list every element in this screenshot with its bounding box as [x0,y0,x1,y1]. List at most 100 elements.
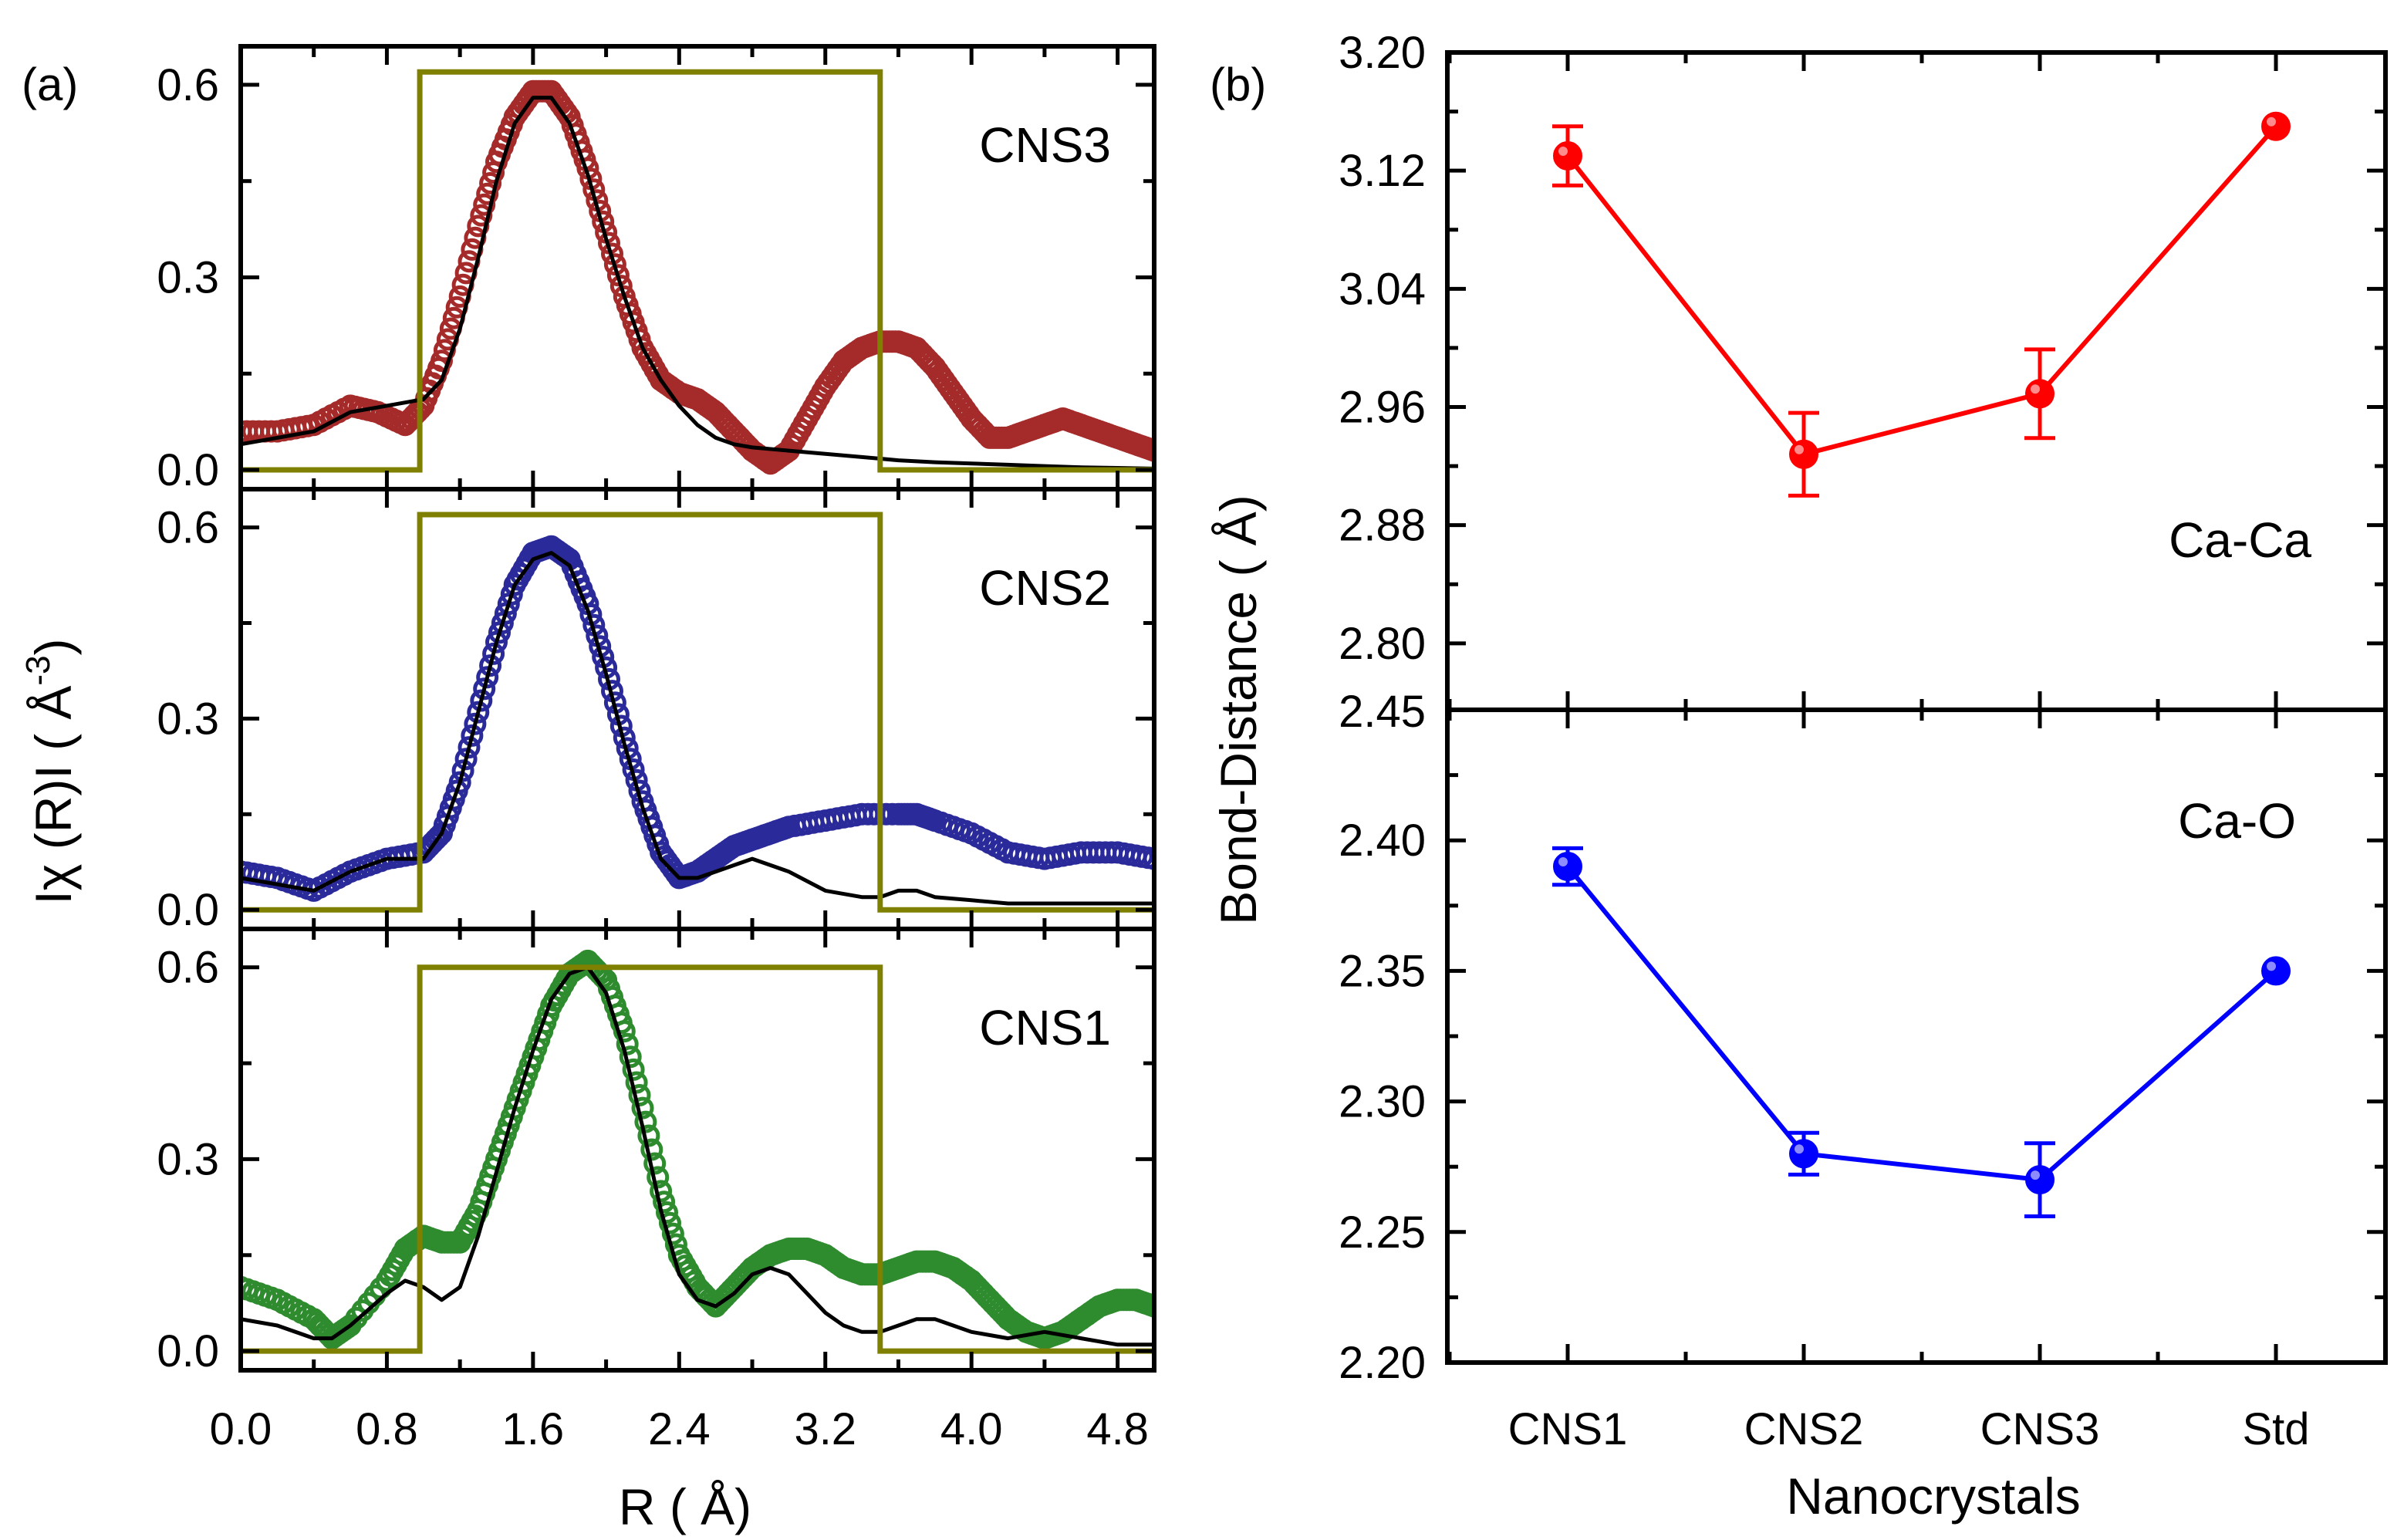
cns1-data-point [1143,1295,1154,1318]
cns2-data-point [1143,847,1154,870]
cns1-data-point [634,1110,657,1133]
cns2-data-point [473,677,496,701]
ca-ca-data-point [2261,111,2291,141]
panel-a-label: (a) [22,59,78,110]
cns2-data-point [488,621,511,644]
cns2-plot-area [241,512,1154,913]
cns1-data-point [656,1201,678,1224]
cns1-y-tick-label: 0.6 [157,943,219,993]
cns2-data-point [497,593,520,616]
cns1-data-point [650,1180,673,1203]
cns1-data-point [647,1166,670,1189]
cns1-data-point [653,1190,676,1214]
panel-b-label: (b) [1210,59,1266,110]
cns2-sample-label: CNS2 [979,560,1111,616]
cns1-data-point [631,1096,654,1120]
panel-b-x-axis-title: Nanocrystals [1786,1467,2080,1525]
cns1-data-point [625,1071,648,1094]
ca-ca-series-line [1565,124,2278,458]
cns3-window-function [241,69,1154,473]
ca-o-bond-label: Ca-O [2178,793,2296,849]
ca-ca-data-point-highlight [2267,117,2276,127]
ca-ca-y-tick-label: 3.20 [1339,28,1426,78]
cns2-data-point [470,689,493,712]
panel-a-x-tick-label: 4.0 [940,1404,1003,1454]
panel-b-category-label: CNS2 [1744,1404,1864,1454]
cns2-window-function [241,512,1154,913]
panel-a-x-axis-title: R ( Å) [619,1478,751,1535]
ca-o-data-point [1553,852,1582,881]
cns2-data-point [454,748,478,771]
cns1-data-point [613,1020,636,1043]
cns3-data-point [470,204,493,227]
cns1-plot-area [241,949,1154,1354]
ca-o-data-point [1789,1139,1818,1169]
panel-a-x-tick-label: 0.0 [210,1404,272,1454]
ca-o-data-point-highlight [2031,1170,2040,1180]
ca-o-y-tick-label: 2.30 [1339,1077,1426,1127]
ca-ca-y-tick-label: 2.88 [1339,501,1426,551]
ca-o-y-tick-label: 2.40 [1339,816,1426,866]
cns2-y-tick-label: 0.0 [157,885,219,935]
panel-b-x-ticks: CNS1 CNS2 CNS3 Std [1508,1404,2310,1454]
ca-o-data-point-highlight [1558,857,1568,866]
ca-o-data-point [2025,1165,2055,1195]
panel-b-y-axis-title: Bond-Distance ( Å) [1210,495,1267,925]
cns3-fit-line [241,96,1154,471]
ca-ca-data-point-highlight [2031,384,2040,394]
cns1-data-point [640,1138,663,1161]
cns1-data-point [661,1222,684,1245]
ca-ca-data-point-highlight [1795,444,1804,454]
cns2-y-tick-label: 0.6 [157,503,219,553]
ca-o-data-point-highlight [2267,961,2276,971]
cns2-data-point [467,701,490,724]
ca-ca-y-tick-label: 3.04 [1339,264,1426,314]
cns1-data-point [628,1084,651,1106]
cns1-data-point [616,1032,639,1055]
cns3-plot-area [241,69,1154,475]
ca-ca-data-point [1553,141,1582,171]
panel-a-subplot-cns3: 0.0 0.3 0.6 CNS3 [157,44,1156,495]
cns1-y-tick-label: 0.3 [157,1134,219,1184]
panel-a-y-axis-title: Iχ (R)I ( Å-3) [19,638,82,904]
cns3-sample-label: CNS3 [979,117,1111,173]
ca-ca-bond-label: Ca-Ca [2169,512,2311,568]
cns3-data-point [430,350,453,373]
panel-b-subplot-ca-ca: 2.80 2.88 2.96 3.04 3.12 3.20 Ca-Ca [1339,28,2388,712]
cns1-y-tick-label: 0.0 [157,1326,219,1376]
cns3-data-point [479,172,502,194]
ca-ca-y-tick-label: 3.12 [1339,146,1426,196]
cns1-data-point [659,1211,681,1234]
panel-b-category-label: CNS3 [1980,1404,2100,1454]
panel-a-x-tick-label: 3.2 [794,1404,856,1454]
panel-a-x-tick-label: 1.6 [502,1404,565,1454]
cns2-y-tick-label: 0.3 [157,694,219,744]
ca-o-y-tick-label: 2.45 [1339,687,1426,737]
panel-b-category-label: CNS1 [1508,1404,1628,1454]
ca-ca-data-point-highlight [1558,147,1568,156]
panel-a-y-axis-title-main: Iχ (R)I ( Å [25,686,82,905]
panel-a-subplot-cns1: 0.0 0.3 0.6 CNS1 [157,927,1156,1376]
panel-a-x-tick-label: 4.8 [1086,1404,1149,1454]
ca-ca-data-point [2025,379,2055,409]
cns3-data-point [473,193,496,216]
cns3-data-point [1143,439,1154,462]
cns1-fit-line [241,965,1154,1347]
cns3-data-point [606,264,630,287]
cns3-y-tick-label: 0.3 [157,252,219,302]
panel-a-x-tick-label: 0.8 [356,1404,418,1454]
cns2-data-point [461,724,484,747]
ca-ca-y-tick-label: 2.96 [1339,383,1426,433]
cns1-sample-label: CNS1 [979,1000,1111,1055]
cns2-data-point [482,642,505,665]
cns2-data-point [448,771,471,794]
panel-a-y-axis-title-exponent: -3 [19,655,57,685]
ca-o-y-tick-label: 2.25 [1339,1207,1426,1258]
cns3-data-point [476,182,499,205]
cns3-data-point [609,275,633,298]
cns2-data-point [491,612,514,634]
cns3-y-tick-label: 0.6 [157,60,219,110]
cns2-fit-line [241,551,1154,906]
ca-o-data-point-highlight [1795,1144,1804,1154]
